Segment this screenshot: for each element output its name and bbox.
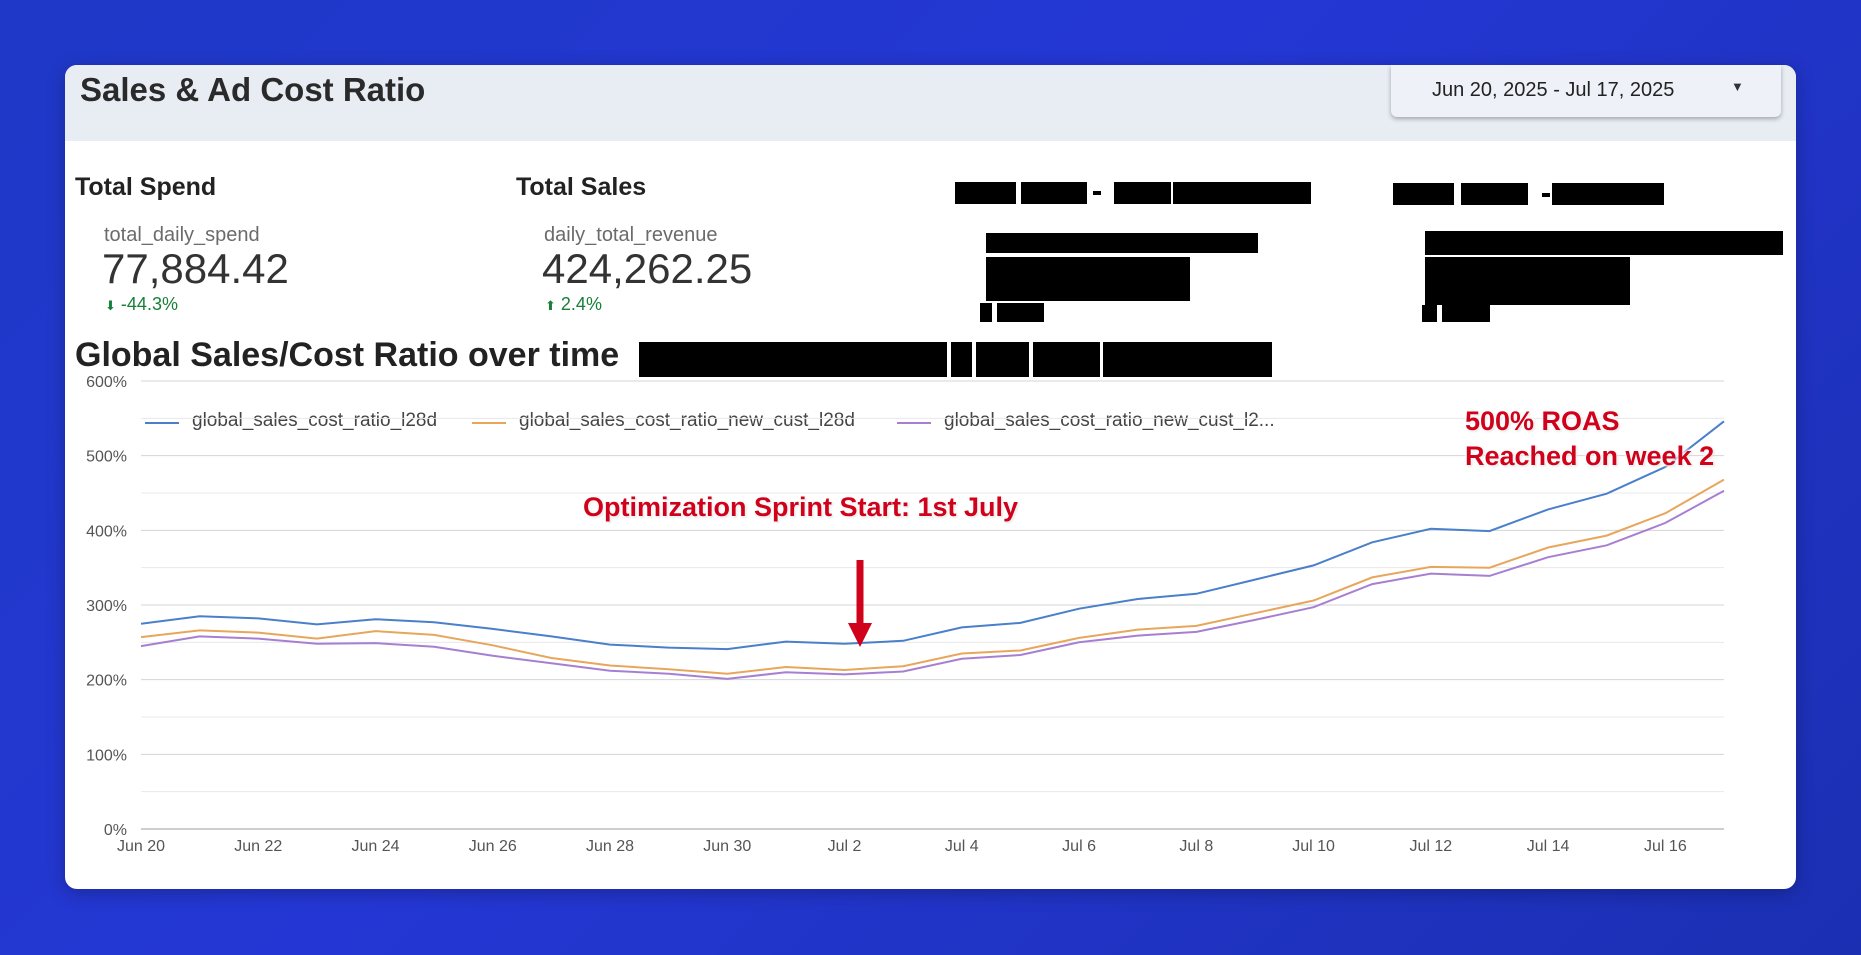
x-tick-label: Jun 28 — [586, 838, 634, 855]
redacted-block — [1093, 191, 1101, 195]
y-tick-label: 100% — [86, 747, 127, 764]
total-sales-delta: ⬆ 2.4% — [545, 294, 602, 315]
redacted-block — [980, 303, 992, 322]
annotation-arrow-icon — [848, 560, 872, 647]
x-tick-label: Jul 10 — [1292, 838, 1335, 855]
redacted-block — [1552, 183, 1664, 205]
date-range-picker[interactable]: Jun 20, 2025 - Jul 17, 2025 ▼ — [1391, 65, 1781, 117]
legend-swatch — [472, 422, 506, 424]
chevron-down-icon[interactable]: ▼ — [1731, 79, 1744, 94]
redacted-block — [1021, 182, 1087, 204]
x-tick-label: Jun 22 — [234, 838, 282, 855]
x-tick-label: Jul 6 — [1062, 838, 1096, 855]
redacted-block — [986, 257, 1190, 301]
total-sales-delta-value: 2.4% — [560, 294, 602, 314]
sprint-annotation: Optimization Sprint Start: 1st July — [583, 492, 1019, 522]
dashboard-card: Sales & Ad Cost Ratio Jun 20, 2025 - Jul… — [65, 65, 1796, 889]
y-tick-label: 500% — [86, 449, 127, 466]
x-tick-label: Jun 26 — [469, 838, 517, 855]
roas-annotation-line1: 500% ROAS — [1465, 406, 1620, 436]
redacted-block — [951, 342, 972, 377]
redacted-block — [976, 342, 1029, 377]
redacted-block — [1103, 342, 1272, 377]
date-range-text: Jun 20, 2025 - Jul 17, 2025 — [1432, 79, 1675, 101]
redacted-block — [955, 182, 1016, 204]
y-tick-label: 400% — [86, 523, 127, 540]
total-sales-value: 424,262.25 — [542, 245, 753, 292]
y-tick-label: 300% — [86, 598, 127, 615]
arrow-down-icon: ⬇ — [105, 298, 116, 313]
y-tick-label: 0% — [104, 822, 127, 839]
x-tick-label: Jul 2 — [828, 838, 862, 855]
redacted-block — [986, 233, 1258, 253]
x-tick-label: Jul 16 — [1644, 838, 1687, 855]
legend-swatch — [145, 422, 179, 424]
x-tick-label: Jun 20 — [117, 838, 165, 855]
redacted-block — [1425, 231, 1783, 255]
redacted-block — [1173, 182, 1311, 204]
total-sales-title: Total Sales — [516, 173, 647, 201]
redacted-block — [1114, 182, 1171, 204]
x-tick-label: Jul 12 — [1410, 838, 1453, 855]
roas-annotation-line2: Reached on week 2 — [1465, 441, 1715, 471]
x-tick-label: Jun 24 — [351, 838, 399, 855]
x-tick-label: Jun 30 — [703, 838, 751, 855]
legend-label: global_sales_cost_ratio_new_cust_l2... — [944, 410, 1275, 431]
redacted-block — [997, 303, 1044, 322]
redacted-block — [1422, 305, 1437, 322]
redacted-block — [1542, 193, 1550, 197]
legend-label: global_sales_cost_ratio_new_cust_l28d — [519, 410, 855, 431]
line-chart[interactable]: 0% 100% 200% 300% 400% 500% 600% Jun 20 Jun 22 Ju… — [65, 65, 1796, 889]
redacted-block — [1425, 257, 1630, 305]
roas-annotation: 500% ROAS Reached on week 2 — [1465, 404, 1714, 474]
total-spend-metric-label: total_daily_spend — [104, 224, 260, 246]
x-tick-label: Jul 4 — [945, 838, 979, 855]
report-title: Sales & Ad Cost Ratio — [80, 71, 426, 108]
redacted-block — [639, 342, 947, 377]
redacted-block — [1461, 183, 1528, 205]
y-tick-label: 600% — [86, 374, 127, 391]
legend-label: global_sales_cost_ratio_l28d — [192, 410, 438, 431]
total-spend-value: 77,884.42 — [102, 245, 289, 292]
chart-title: Global Sales/Cost Ratio over time — [75, 336, 620, 374]
total-spend-title: Total Spend — [75, 173, 217, 201]
report-header: Sales & Ad Cost Ratio Jun 20, 2025 - Jul… — [65, 65, 1796, 141]
redacted-block — [1033, 342, 1100, 377]
arrow-up-icon: ⬆ — [545, 298, 556, 313]
total-spend-delta-value: -44.3% — [120, 294, 178, 314]
redacted-block — [1393, 183, 1454, 205]
legend-swatch — [897, 422, 931, 424]
y-tick-label: 200% — [86, 673, 127, 690]
x-tick-label: Jul 8 — [1179, 838, 1213, 855]
redacted-block — [1442, 305, 1490, 322]
total-spend-delta: ⬇ -44.3% — [105, 294, 178, 315]
x-tick-label: Jul 14 — [1527, 838, 1570, 855]
total-sales-metric-label: daily_total_revenue — [544, 224, 718, 246]
